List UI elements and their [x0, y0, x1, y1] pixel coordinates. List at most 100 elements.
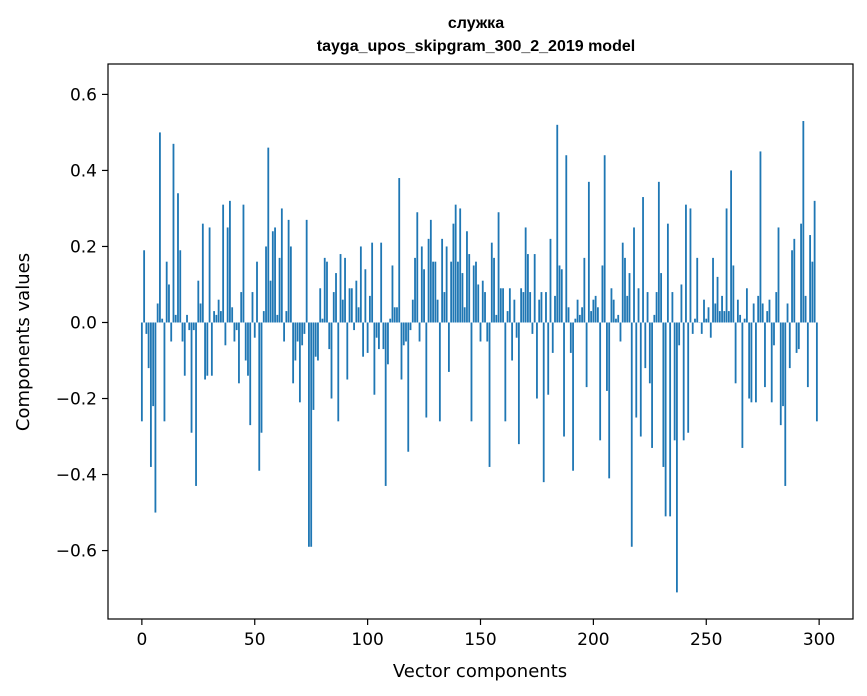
bar-component-215 [626, 295, 629, 323]
bar-component-276 [764, 322, 766, 388]
bar-component-31 [210, 322, 213, 376]
bar-component-162 [506, 311, 509, 323]
bar-component-290 [795, 322, 798, 353]
bar-component-286 [786, 303, 789, 323]
bar-component-93 [350, 288, 353, 323]
bar-component-231 [662, 322, 665, 467]
bar-component-218 [633, 227, 635, 323]
bar-component-45 [242, 204, 245, 323]
bar-component-183 [554, 295, 556, 323]
bar-component-145 [468, 254, 471, 323]
bar-component-100 [366, 322, 369, 353]
bar-component-114 [398, 178, 401, 323]
bar-component-132 [438, 322, 441, 422]
bar-component-197 [585, 322, 588, 388]
bar-component-220 [637, 288, 640, 323]
bar-component-19 [183, 322, 186, 376]
bar-component-142 [461, 273, 464, 323]
bar-component-57 [269, 280, 272, 323]
bar-component-53 [260, 322, 263, 433]
bar-component-203 [599, 322, 602, 441]
bar-component-217 [630, 322, 633, 547]
bar-component-139 [454, 204, 457, 323]
bar-component-121 [414, 257, 416, 323]
bar-component-256 [718, 311, 721, 323]
bar-component-134 [443, 292, 446, 323]
bar-component-273 [757, 295, 760, 323]
bar-component-251 [707, 307, 710, 323]
bar-component-257 [721, 295, 723, 323]
bar-component-188 [565, 155, 568, 323]
bar-component-40 [231, 307, 234, 323]
bar-component-65 [287, 219, 290, 323]
bar-component-263 [734, 322, 737, 384]
bar-component-42 [235, 322, 238, 331]
bar-component-140 [457, 261, 459, 323]
bar-component-108 [384, 322, 387, 486]
bar-component-68 [294, 322, 297, 361]
bar-component-115 [400, 322, 403, 380]
y-axis-label: Components values [13, 253, 34, 431]
bar-component-184 [556, 124, 559, 323]
bar-component-2 [145, 322, 148, 334]
bar-component-283 [779, 322, 782, 426]
bar-component-239 [680, 284, 683, 323]
bar-component-130 [434, 261, 437, 323]
bar-component-25 [197, 280, 200, 323]
bar-component-67 [292, 322, 295, 384]
bar-component-3 [147, 322, 150, 369]
bar-component-129 [432, 261, 434, 323]
bar-component-212 [619, 322, 622, 342]
bar-component-155 [490, 242, 493, 323]
bar-component-238 [678, 322, 681, 346]
x-tick-label: 300 [803, 630, 835, 650]
bar-component-234 [669, 322, 672, 517]
bar-component-36 [222, 204, 225, 323]
bar-component-94 [353, 322, 355, 331]
bar-component-177 [540, 292, 543, 323]
bar-component-230 [660, 273, 663, 323]
bar-component-175 [536, 322, 538, 399]
bar-component-116 [402, 322, 405, 346]
bar-component-109 [387, 322, 389, 365]
bar-component-202 [596, 307, 599, 323]
bar-component-48 [249, 322, 252, 426]
bar-component-266 [741, 322, 744, 448]
bar-component-103 [373, 322, 376, 395]
bar-component-112 [393, 307, 396, 323]
bar-component-22 [190, 322, 193, 433]
y-tick-label: 0.4 [70, 161, 97, 181]
bar-component-206 [606, 322, 608, 391]
bar-component-176 [538, 299, 541, 323]
bar-component-196 [583, 257, 586, 323]
bar-component-204 [601, 265, 604, 323]
bar-component-78 [317, 322, 319, 361]
bar-component-259 [725, 208, 728, 323]
bar-component-255 [716, 276, 719, 323]
bar-component-99 [364, 269, 367, 323]
y-tick-label: −0.2 [56, 390, 97, 410]
bar-component-75 [310, 322, 313, 547]
bar-component-81 [323, 257, 326, 323]
bar-component-246 [696, 257, 699, 323]
x-tick-label: 0 [136, 630, 147, 650]
bar-component-233 [666, 223, 669, 323]
bar-component-194 [578, 314, 581, 323]
bar-component-69 [296, 322, 299, 342]
bar-component-39 [229, 200, 231, 323]
bar-component-189 [567, 307, 570, 323]
bar-component-180 [547, 322, 550, 395]
bar-component-284 [782, 322, 784, 407]
x-tick-label: 250 [690, 630, 722, 650]
bar-component-160 [502, 288, 504, 323]
bar-component-258 [723, 311, 726, 323]
bar-component-222 [642, 197, 644, 323]
bar-component-141 [459, 208, 462, 323]
bar-component-240 [682, 322, 685, 441]
bar-component-299 [815, 322, 818, 422]
bar-component-277 [766, 311, 769, 323]
bar-component-174 [533, 254, 536, 323]
bar-component-71 [301, 322, 304, 346]
bar-component-74 [308, 322, 310, 547]
bar-component-297 [811, 261, 814, 323]
